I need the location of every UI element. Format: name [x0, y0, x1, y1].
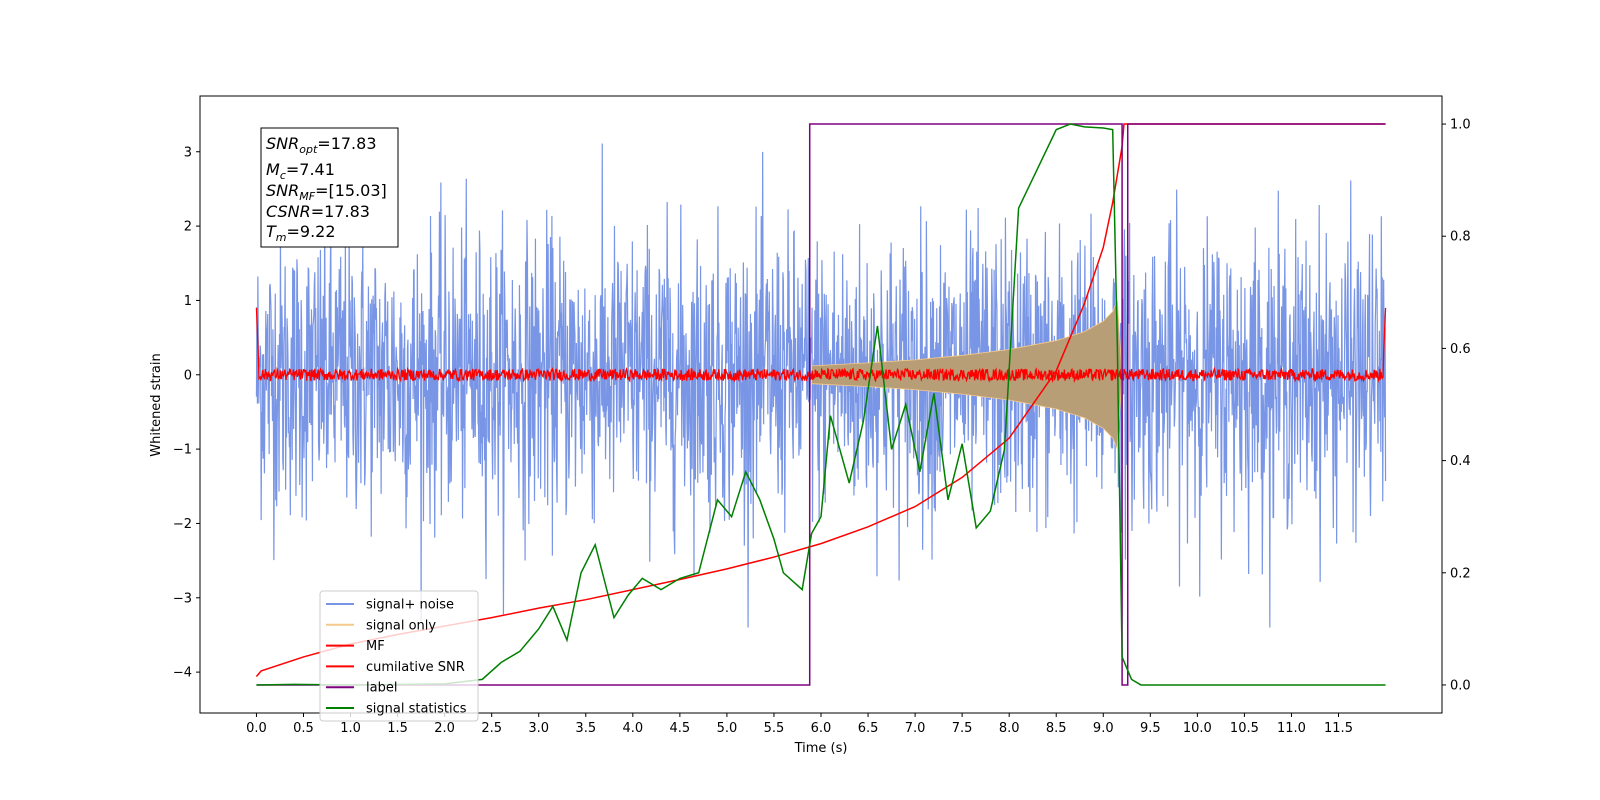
- info-box-frame: [260, 127, 399, 248]
- x-tick-label: 8.5: [1046, 721, 1067, 736]
- y-tick-label: −3: [173, 591, 192, 606]
- x-tick-label: 9.0: [1093, 721, 1114, 736]
- x-tick-label: 2.0: [434, 721, 455, 736]
- x-tick-label: 10.5: [1230, 721, 1259, 736]
- series-signal-noise: [255, 143, 1387, 628]
- x-axis: 0.0 0.5 1.0 1.5 2.0 2.5 3.0 3.5 4.0 4.5 5.0 5.5 6.0 6…: [246, 713, 1353, 736]
- legend-entry: signal statistics: [366, 702, 467, 717]
- info-csnr: CSNR=17.83: [266, 202, 370, 221]
- x-tick-label: 4.0: [622, 721, 643, 736]
- x-tick-label: 5.5: [764, 721, 785, 736]
- x-tick-label: 2.5: [481, 721, 502, 736]
- info-mc: Mc=7.41: [266, 160, 335, 182]
- x-tick-label: 8.0: [999, 721, 1020, 736]
- legend: signal+ noise signal only MF cumilative SNR…: [319, 590, 479, 722]
- info-tm: Tm=9.22: [266, 222, 336, 244]
- y-axis-label: Whitened strain: [149, 353, 164, 456]
- y2-tick-label: 0.8: [1450, 230, 1471, 245]
- series-signal-statistics: [256, 123, 1386, 686]
- x-tick-label: 6.0: [811, 721, 832, 736]
- info-snr-mf: SNRMF=[15.03]: [266, 181, 387, 203]
- y2-tick-label: 1.0: [1450, 118, 1471, 133]
- x-tick-label: 4.5: [670, 721, 691, 736]
- signal-statistics-line: [256, 123, 1386, 686]
- y2-tick-label: 0.6: [1450, 342, 1471, 357]
- x-tick-label: 10.0: [1183, 721, 1212, 736]
- legend-frame: [319, 590, 479, 722]
- info-snr-opt: SNRopt=17.83: [266, 134, 377, 156]
- signal-only-envelope: [811, 300, 1123, 450]
- x-tick-label: 3.0: [528, 721, 549, 736]
- series-label: [256, 123, 1386, 686]
- legend-entry: cumilative SNR: [366, 660, 465, 675]
- y-tick-label: −4: [173, 666, 192, 681]
- x-tick-label: 3.5: [575, 721, 596, 736]
- y-tick-label: −2: [173, 517, 192, 532]
- legend-entry: MF: [366, 639, 385, 654]
- y-tick-label: 2: [184, 220, 192, 235]
- legend-entry: signal only: [366, 618, 436, 633]
- x-tick-label: 7.0: [905, 721, 926, 736]
- x-tick-label: 11.0: [1277, 721, 1306, 736]
- x-tick-label: 11.5: [1324, 721, 1353, 736]
- y-tick-label: 1: [184, 294, 192, 309]
- x-tick-label: 0.5: [293, 721, 314, 736]
- y-axis-left: −4 −3 −2 −1 0 1 2 3: [173, 145, 200, 681]
- x-axis-label: Time (s): [794, 741, 848, 756]
- y-axis-right: 0.0 0.2 0.4 0.6 0.8 1.0: [1442, 118, 1471, 693]
- legend-entry: signal+ noise: [366, 598, 454, 613]
- y-tick-label: 3: [184, 145, 192, 160]
- legend-entry: label: [366, 681, 397, 696]
- label-line: [256, 123, 1386, 686]
- series-mf: [255, 307, 1387, 383]
- signal-noise-line: [255, 143, 1387, 628]
- mf-line: [255, 307, 1387, 383]
- x-tick-label: 0.0: [246, 721, 267, 736]
- x-tick-label: 1.0: [340, 721, 361, 736]
- series-signal-only: [811, 300, 1123, 450]
- y-tick-label: −1: [173, 443, 192, 458]
- x-tick-label: 6.5: [858, 721, 879, 736]
- x-tick-label: 9.5: [1140, 721, 1161, 736]
- info-box: SNRopt=17.83 Mc=7.41 SNRMF=[15.03] CSNR=…: [260, 127, 399, 248]
- y2-tick-label: 0.2: [1450, 566, 1471, 581]
- y-tick-label: 0: [184, 368, 192, 383]
- y2-tick-label: 0.4: [1450, 454, 1471, 469]
- x-tick-label: 5.0: [717, 721, 738, 736]
- y2-tick-label: 0.0: [1450, 678, 1471, 693]
- x-tick-label: 7.5: [952, 721, 973, 736]
- x-tick-label: 1.5: [387, 721, 408, 736]
